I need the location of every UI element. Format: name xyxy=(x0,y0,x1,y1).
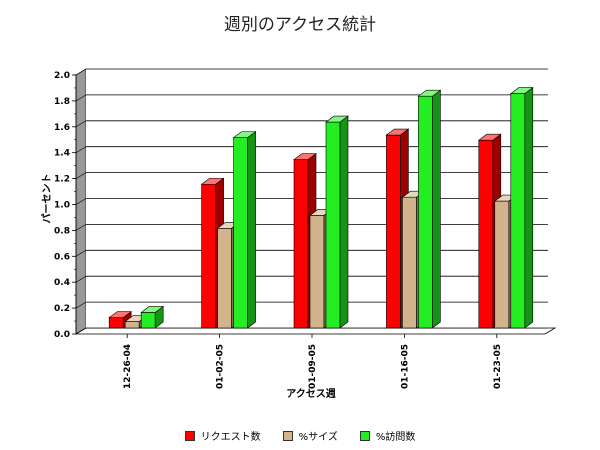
legend-label: %サイズ xyxy=(298,432,338,443)
bar xyxy=(293,159,309,329)
bar-top xyxy=(477,133,502,141)
bar xyxy=(201,183,216,329)
bar xyxy=(418,95,433,329)
floor xyxy=(74,327,557,335)
y-tick-label: 0.8 xyxy=(54,226,70,236)
y-tick-label: 1.8 xyxy=(54,97,70,107)
bar xyxy=(325,121,341,329)
y-tick-label: 0.4 xyxy=(54,278,70,288)
y-tick-label: 1.2 xyxy=(54,175,70,185)
bar-top xyxy=(232,131,257,138)
bar-top xyxy=(385,128,410,136)
bar-side xyxy=(432,89,441,329)
y-axis-title: パーセント xyxy=(41,174,53,224)
bar-top xyxy=(108,311,133,318)
bar-top xyxy=(293,153,317,160)
legend-item: %訪問数 xyxy=(359,428,416,443)
bar xyxy=(124,321,140,329)
bar-top xyxy=(140,306,165,313)
bar-top xyxy=(417,89,442,97)
gridline-side xyxy=(75,120,87,128)
y-tick-label: 2.0 xyxy=(54,71,70,81)
legend-label: %訪問数 xyxy=(375,432,416,443)
bar xyxy=(402,196,417,329)
legend-item: %サイズ xyxy=(282,428,338,443)
chart-title: 週別のアクセス統計 xyxy=(223,15,377,35)
gridline-side xyxy=(75,94,87,102)
bar-top xyxy=(509,87,534,94)
bar-side xyxy=(247,131,256,329)
bar xyxy=(140,312,156,329)
bar-side xyxy=(339,115,349,329)
x-tick-label: 01-23-05 xyxy=(493,344,503,389)
legend-swatch xyxy=(359,430,370,441)
x-tick-label: 01-16-05 xyxy=(400,344,410,389)
y-tick-label: 1.6 xyxy=(54,123,70,133)
y-tick-label: 0.6 xyxy=(54,252,70,262)
gridline-side xyxy=(75,198,87,205)
bar xyxy=(309,215,325,329)
legend-item: リクエスト数 xyxy=(184,428,261,443)
bar xyxy=(233,137,248,329)
gridline-side xyxy=(75,172,87,179)
x-tick-label: 12-26-04 xyxy=(123,344,133,389)
bar xyxy=(386,134,401,329)
bar xyxy=(217,227,232,329)
bar-side xyxy=(524,87,534,329)
y-tick-label: 1.0 xyxy=(54,201,70,211)
plot-area: 0.0 0.2 0.4 0.6 0.8 1.0 1.2 1.4 1.6 1.8 2.0 12-26-0… xyxy=(41,68,557,400)
bar xyxy=(494,200,510,329)
y-tick-label: 1.4 xyxy=(54,149,70,159)
bar-top xyxy=(325,115,349,123)
legend-label: リクエスト数 xyxy=(200,432,261,443)
y-tick-label: 0.2 xyxy=(54,304,70,314)
legend-swatch xyxy=(282,430,293,441)
bar-top xyxy=(200,177,225,185)
gridline-side xyxy=(75,224,87,231)
x-tick-label: 01-02-05 xyxy=(216,344,226,389)
y-tick-label: 0.0 xyxy=(54,330,70,340)
gridline-side xyxy=(75,250,87,257)
bar xyxy=(108,317,124,329)
x-tick-label: 01-09-05 xyxy=(308,344,318,389)
gridline-side xyxy=(75,327,87,335)
legend-swatch xyxy=(184,430,195,441)
legend: リクエスト数 %サイズ %訪問数 xyxy=(0,428,600,443)
gridline-side xyxy=(75,301,87,309)
gridline-side xyxy=(75,275,87,283)
gridline-side xyxy=(75,146,87,153)
gridline-side xyxy=(75,68,87,76)
bar xyxy=(510,93,526,329)
bar xyxy=(478,139,494,329)
x-axis-title: アクセス週 xyxy=(286,388,336,400)
